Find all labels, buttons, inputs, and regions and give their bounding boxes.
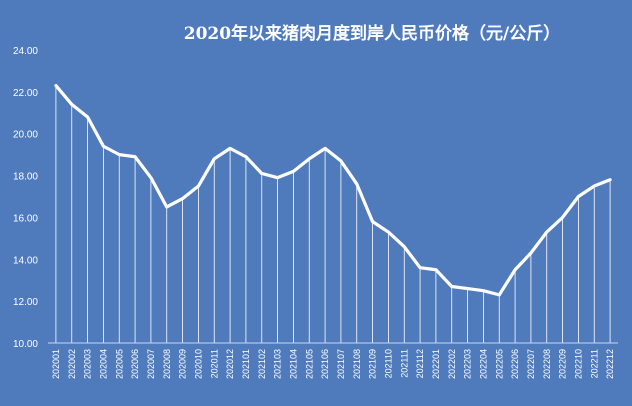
x-tick-label: 202003 [83,349,93,379]
x-tick-label: 202105 [304,349,314,379]
x-tick-label: 202112 [415,349,425,378]
x-tick-label: 202205 [494,349,504,379]
x-tick-label: 202109 [368,349,378,379]
x-tick-label: 202102 [257,349,267,379]
x-tick-label: 202207 [526,349,536,379]
x-tick-label: 202101 [241,349,251,379]
y-tick-label: 18.00 [13,172,38,183]
x-tick-label: 202111 [399,349,409,378]
x-tick-label: 202004 [98,349,108,379]
y-axis: 10.00 12.00 14.00 16.00 18.00 20.00 22.00 24.00 [13,46,618,350]
x-axis: 202001 202002 202003 202004 202005 202006 2020… [51,349,615,379]
series-line [54,83,612,297]
x-tick-label: 202103 [273,349,283,379]
chart-title: 2020年以来猪肉月度到岸人民币价格（元/公斤） [184,23,561,44]
y-tick-label: 16.00 [13,213,38,224]
x-tick-label: 202208 [542,349,552,379]
y-tick-label: 14.00 [13,255,38,266]
x-tick-label: 202201 [431,349,441,379]
x-tick-label: 202106 [320,349,330,379]
x-tick-label: 202110 [383,349,393,378]
x-tick-label: 202108 [352,349,362,379]
x-tick-label: 202012 [225,349,235,379]
x-tick-label: 202210 [573,349,583,379]
x-tick-label: 202005 [114,349,124,379]
x-tick-label: 202009 [178,349,188,379]
x-tick-label: 202202 [447,349,457,379]
x-tick-label: 202206 [510,349,520,379]
x-tick-label: 202209 [558,349,568,379]
x-tick-label: 202008 [162,349,172,379]
x-tick-label: 202007 [146,349,156,379]
y-tick-label: 24.00 [13,46,38,57]
x-tick-label: 202104 [288,349,298,379]
y-tick-label: 10.00 [13,339,38,350]
x-tick-label: 202010 [193,349,203,379]
x-tick-label: 202001 [51,349,61,379]
x-tick-label: 202203 [463,349,473,379]
y-tick-label: 12.00 [13,297,38,308]
x-tick-label: 202212 [605,349,615,379]
x-tick-label: 202011 [209,349,219,378]
y-tick-label: 20.00 [13,130,38,141]
x-tick-label: 202107 [336,349,346,379]
x-tick-label: 202006 [130,349,140,379]
x-tick-label: 202211 [589,349,599,378]
y-tick-label: 22.00 [13,88,38,99]
drop-lines [55,85,611,343]
x-tick-label: 202002 [67,349,77,379]
x-tick-label: 202204 [478,349,488,379]
